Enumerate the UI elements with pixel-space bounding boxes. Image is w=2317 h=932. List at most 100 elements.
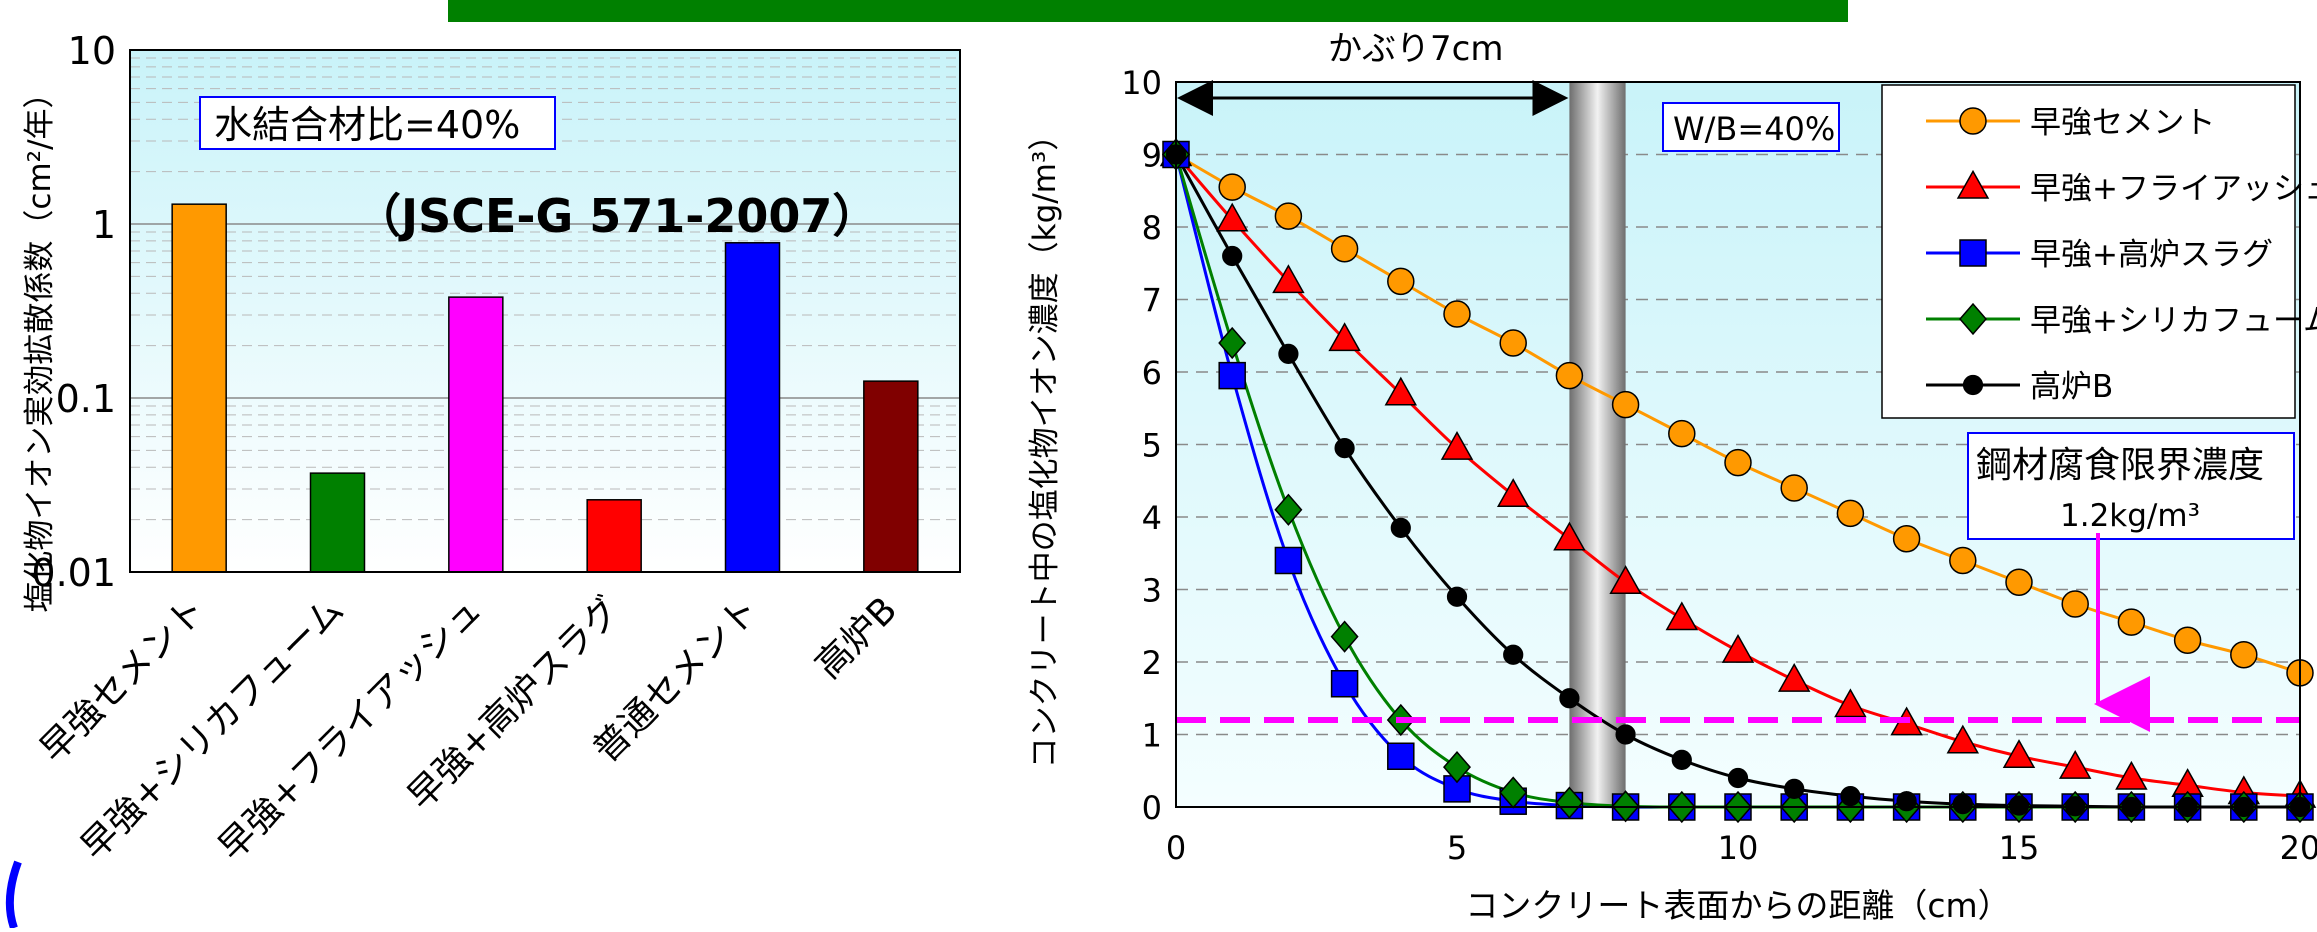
data-point [1218, 326, 1247, 360]
y-tick-label: 1 [92, 203, 116, 247]
y-tick-label: 2 [1142, 644, 1162, 682]
data-point [2002, 739, 2036, 769]
data-point [1952, 793, 1973, 815]
y-tick-label: 0.1 [56, 377, 116, 421]
legend-label: 早強+高炉スラグ [2030, 237, 2273, 273]
y-tick-label: 4 [1142, 499, 1162, 537]
right-x-axis-label: コンクリート表面からの距離（cm） [1465, 886, 2010, 925]
y-tick-label: 3 [1142, 572, 1162, 610]
bar [724, 242, 781, 573]
data-point [1553, 521, 1586, 551]
data-point [1503, 644, 1524, 665]
decorative-arc [5, 860, 22, 930]
data-point [1777, 662, 1811, 692]
right-plot-frame [1175, 81, 2301, 808]
threshold-box [1967, 432, 2295, 540]
x-tick-label: 0 [1166, 829, 1186, 867]
data-point [1555, 361, 1584, 390]
header-bar [448, 0, 1848, 22]
legend-label: 高炉B [2030, 369, 2113, 405]
data-point [1390, 517, 1411, 538]
data-point [1784, 778, 1805, 799]
data-point [1946, 724, 1980, 754]
wb-label: W/B=40% [1673, 110, 1835, 148]
data-point [1387, 267, 1415, 296]
y-tick-label: 0.01 [31, 551, 116, 595]
cover-label: かぶり7cm [1328, 29, 1503, 69]
y-tick-label: 7 [1142, 282, 1162, 320]
data-point [1959, 107, 1987, 135]
data-point [2230, 641, 2258, 669]
data-point [1611, 390, 1640, 419]
data-point [1959, 302, 1987, 336]
wb-ratio-label: 水結合材比=40% [214, 103, 520, 147]
data-point [2173, 626, 2202, 654]
data-point [1443, 300, 1471, 328]
data-point [1834, 688, 1867, 718]
data-point [2117, 608, 2146, 636]
data-point [1724, 448, 1752, 477]
data-point [1665, 601, 1699, 631]
x-tick-label: 早強+フライアッシュ [211, 589, 490, 868]
y-tick-label: 8 [1142, 209, 1162, 247]
data-point [1278, 343, 1299, 364]
data-point [2058, 749, 2092, 779]
data-point [1215, 202, 1249, 232]
data-point [1727, 767, 1749, 789]
left-gridlines [130, 57, 960, 521]
legend-label: 早強+シリカフューム [2030, 303, 2317, 339]
data-point [1218, 361, 1246, 390]
y-tick-label: 9 [1142, 137, 1162, 175]
x-tick-label: 5 [1447, 829, 1467, 867]
y-tick-label: 6 [1142, 354, 1162, 392]
left-plot-frame [129, 49, 961, 573]
bar [448, 296, 504, 573]
data-point [2008, 795, 2030, 816]
data-point [1330, 670, 1359, 698]
right-y-ticks: 0 1 2 3 4 5 6 7 8 9 10 [1121, 64, 1162, 827]
bar [171, 203, 227, 573]
standard-label: （JSCE-G 571-2007） [355, 189, 878, 243]
y-tick-label: 1 [1142, 717, 1162, 755]
data-point [1222, 245, 1243, 267]
data-point [1721, 633, 1755, 663]
data-point [1949, 546, 1977, 575]
data-point [1440, 430, 1474, 460]
data-point [1330, 235, 1359, 263]
data-point [1615, 724, 1636, 745]
data-point [1668, 419, 1696, 448]
threshold-label-line1: 鋼材腐食限界濃度 [1976, 445, 2264, 486]
data-point [1555, 786, 1584, 819]
data-point [2115, 760, 2148, 790]
threshold-label-line2: 1.2kg/m³ [2060, 498, 2200, 534]
data-point [1892, 525, 1921, 553]
data-point [1499, 329, 1527, 357]
data-point [1330, 620, 1359, 653]
data-point [1609, 565, 1642, 595]
wb-ratio-box [199, 96, 556, 150]
data-point [1274, 493, 1303, 526]
data-point [1956, 169, 1990, 199]
data-point [1896, 791, 1917, 812]
data-point [1671, 749, 1692, 770]
left-y-axis-label: 塩化物イオン実効拡散係数（cm²/年） [22, 77, 58, 612]
right-x-ticks: 0 5 10 15 20 [1166, 829, 2317, 867]
data-point [1384, 376, 1418, 406]
x-tick-label: 高炉B [808, 589, 905, 686]
x-tick-label: 早強+シリカフューム [73, 589, 352, 868]
data-point [1272, 264, 1305, 294]
legend-label: 早強セメント [2030, 105, 2215, 141]
x-tick-label: 10 [1718, 829, 1759, 867]
y-tick-label: 10 [68, 29, 116, 73]
left-bar-chart: 0.01 0.1 1 10 早強セメント早強+シリカフューム早強+フライアッシュ早強+… [22, 29, 961, 869]
data-point [1274, 202, 1303, 230]
data-point [1780, 474, 1808, 502]
bar [586, 499, 642, 573]
data-point [1559, 688, 1580, 709]
data-point [1496, 478, 1530, 508]
wb-box [1662, 102, 1840, 152]
bar [863, 380, 919, 573]
